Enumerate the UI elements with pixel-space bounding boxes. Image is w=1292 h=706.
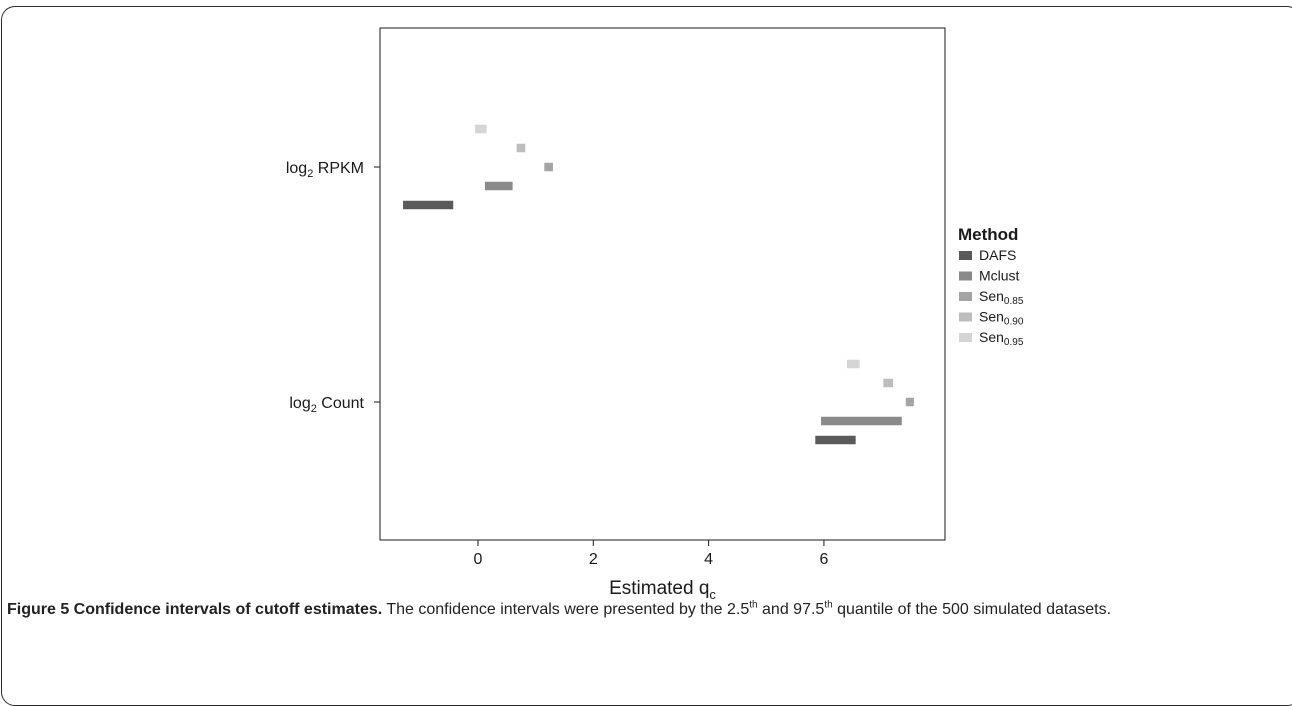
- x-tick-label: 0: [474, 551, 483, 568]
- interval-bar-dafs: [403, 200, 454, 210]
- caption-text-2: and 97.5: [757, 601, 825, 618]
- legend-label-base: DAFS: [979, 247, 1016, 263]
- y-label-rest: RPKM: [313, 160, 364, 177]
- legend-title: Method: [958, 225, 1018, 244]
- y-category-label: log2 RPKM: [286, 160, 364, 180]
- interval-bar-sen090: [516, 143, 526, 153]
- plot-panel: [379, 27, 946, 541]
- y-label-sub: 2: [311, 403, 317, 415]
- figure-caption: Figure 5 Confidence intervals of cutoff …: [7, 598, 1277, 622]
- legend-label: Sen0.90: [979, 309, 1024, 328]
- caption-text-3: quantile of the 500 simulated datasets.: [832, 601, 1112, 618]
- interval-bar-sen090: [883, 378, 894, 388]
- legend-label: Sen0.85: [979, 288, 1024, 307]
- y-label-sub: 2: [307, 168, 313, 180]
- y-label-base: log: [289, 395, 310, 412]
- legend-label-base: Mclust: [979, 268, 1020, 284]
- caption-sup-2: th: [824, 599, 833, 611]
- y-label-rest: Count: [317, 395, 365, 412]
- legend-key: [959, 251, 972, 260]
- interval-bar-dafs: [815, 435, 856, 445]
- legend-label-sub: 0.95: [1004, 337, 1024, 348]
- x-tick-label: 2: [589, 551, 598, 568]
- legend-label: DAFS: [979, 247, 1016, 263]
- interval-bar-sen085: [544, 162, 553, 172]
- y-label-base: log: [286, 160, 307, 177]
- caption-text-1: The confidence intervals were presented …: [382, 601, 750, 618]
- interval-bar-mclust: [484, 181, 513, 191]
- legend-label-sub: 0.85: [1004, 296, 1024, 307]
- x-axis-title-main: Estimated q: [609, 578, 709, 599]
- x-axis-title-sub: c: [709, 587, 716, 600]
- legend-key: [959, 312, 972, 322]
- y-category-label: log2 Count: [289, 395, 364, 415]
- caption-label: Figure 5 Confidence intervals of cutoff …: [7, 601, 383, 618]
- interval-bar-mclust: [821, 416, 902, 426]
- interval-bar-sen095: [846, 359, 860, 369]
- legend-key: [959, 292, 972, 301]
- legend-label-base: Sen: [979, 288, 1004, 304]
- legend-key: [959, 271, 972, 281]
- legend-label: Mclust: [979, 268, 1020, 284]
- interval-bar-sen085: [905, 397, 914, 407]
- legend-label: Sen0.95: [979, 329, 1024, 348]
- x-axis-title: Estimated qc: [609, 578, 716, 600]
- legend-key: [959, 333, 972, 342]
- interval-bar-sen095: [475, 124, 487, 134]
- caption-sup-1: th: [749, 599, 758, 611]
- x-tick-label: 4: [704, 551, 713, 568]
- legend-label-base: Sen: [979, 329, 1004, 345]
- x-tick-label: 6: [819, 551, 828, 568]
- legend-label-sub: 0.90: [1004, 317, 1024, 328]
- legend-label-base: Sen: [979, 309, 1004, 325]
